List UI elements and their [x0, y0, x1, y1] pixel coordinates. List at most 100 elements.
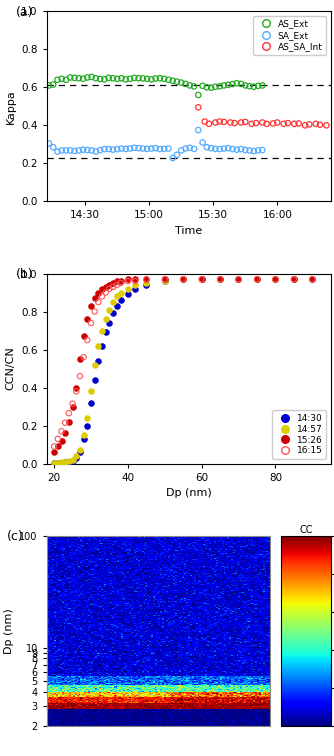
Title: CC: CC [299, 525, 313, 535]
Point [132, 141, 137, 153]
Point [80, 73, 86, 85]
Point [228, 116, 233, 129]
Point [55, 145, 60, 157]
Point [133, 283, 138, 295]
Point [110, 72, 116, 84]
Point [251, 81, 257, 93]
Point [273, 273, 278, 285]
Point [127, 142, 133, 154]
Text: (c): (c) [7, 530, 23, 543]
Point [62, 456, 68, 468]
Point [236, 273, 241, 285]
Point [55, 457, 60, 469]
Point [260, 144, 265, 156]
Point [88, 397, 94, 409]
Point [100, 339, 105, 352]
Point [260, 79, 265, 91]
Point [96, 287, 101, 299]
Point [310, 273, 315, 285]
Point [81, 432, 86, 445]
Point [100, 283, 105, 295]
Point [180, 273, 186, 285]
Point [70, 401, 75, 413]
Point [85, 144, 90, 156]
Point [88, 386, 94, 398]
Point [107, 304, 112, 316]
Point [50, 141, 56, 153]
Point [230, 78, 235, 90]
Point [166, 73, 171, 85]
Point [89, 144, 94, 156]
Point [202, 116, 207, 128]
Point [106, 143, 111, 155]
Text: (a): (a) [16, 5, 33, 19]
Point [180, 273, 186, 285]
Point [162, 275, 167, 287]
Point [46, 79, 51, 91]
Point [114, 300, 120, 312]
Point [111, 296, 116, 308]
Point [115, 143, 120, 155]
Point [85, 71, 90, 83]
Point [107, 283, 112, 295]
Point [170, 152, 175, 164]
Point [180, 273, 186, 285]
Point [256, 80, 261, 92]
Y-axis label: CCN/CN: CCN/CN [6, 347, 16, 390]
Point [51, 441, 57, 453]
Point [254, 273, 260, 285]
Point [296, 117, 301, 129]
Point [200, 136, 205, 148]
Y-axis label: Kappa: Kappa [6, 89, 16, 124]
Point [254, 273, 260, 285]
Point [213, 116, 218, 129]
Point [291, 273, 297, 285]
Point [302, 119, 308, 132]
Point [273, 273, 278, 285]
Point [230, 143, 235, 155]
Point [51, 446, 57, 458]
Point [88, 317, 94, 329]
Point [149, 142, 154, 154]
Point [103, 287, 109, 299]
Point [234, 144, 239, 156]
Point [140, 73, 146, 85]
Point [107, 317, 112, 329]
Point [111, 280, 116, 293]
Point [281, 118, 286, 130]
Point [70, 454, 75, 466]
Point [70, 454, 75, 466]
Point [66, 455, 71, 467]
Point [238, 116, 244, 129]
Point [191, 80, 197, 92]
Point [118, 277, 123, 289]
Point [85, 313, 90, 325]
Point [213, 81, 218, 93]
Point [242, 144, 248, 156]
Point [238, 78, 244, 90]
Point [236, 273, 241, 285]
Point [55, 457, 60, 469]
Point [236, 273, 241, 285]
Point [88, 300, 94, 312]
Point [62, 456, 68, 468]
Point [144, 277, 149, 289]
Point [254, 273, 260, 285]
Point [179, 144, 184, 156]
Point [254, 273, 260, 285]
Point [66, 407, 71, 420]
Point [200, 80, 205, 92]
Point [77, 446, 82, 458]
Point [106, 72, 111, 84]
Point [153, 73, 158, 85]
Point [73, 451, 79, 463]
Point [50, 79, 56, 91]
Point [213, 143, 218, 155]
Point [136, 142, 141, 154]
Point [77, 353, 82, 365]
Point [114, 279, 120, 291]
Point [249, 118, 255, 130]
Y-axis label: Dp (nm): Dp (nm) [4, 608, 14, 654]
Point [123, 73, 128, 85]
Point [100, 324, 105, 336]
